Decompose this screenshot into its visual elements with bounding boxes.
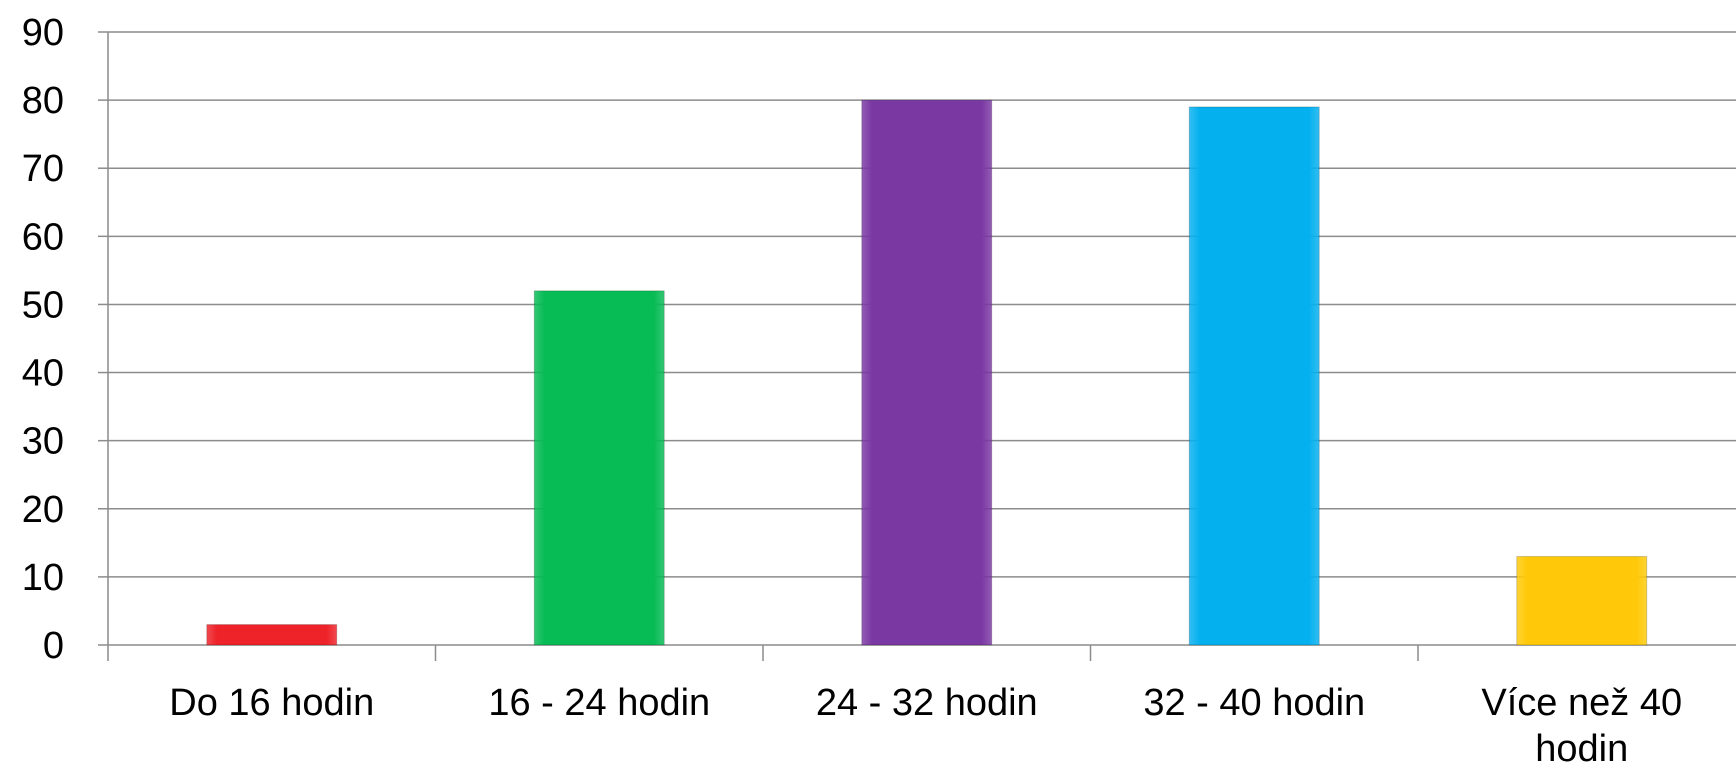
y-tick-labels: 0 10 20 30 40 50 60 70 80 90 bbox=[22, 12, 64, 667]
bar bbox=[861, 99, 993, 646]
y-tick-label: 50 bbox=[22, 284, 64, 326]
x-tick-labels: Do 16 hodin 16 - 24 hodin 24 - 32 hodin 32 … bbox=[169, 682, 1682, 770]
bar bbox=[1516, 555, 1648, 646]
y-tick-label: 40 bbox=[22, 353, 64, 395]
y-tick-label: 70 bbox=[22, 148, 64, 190]
y-tick-label: 10 bbox=[22, 557, 64, 599]
bars bbox=[206, 99, 1648, 646]
y-tick-label: 30 bbox=[22, 421, 64, 463]
x-tick-label: 32 - 40 hodin bbox=[1143, 682, 1365, 724]
y-tick-label: 90 bbox=[22, 12, 64, 54]
x-tick-label: 16 - 24 hodin bbox=[488, 682, 710, 724]
bar bbox=[206, 624, 338, 646]
y-tick-label: 60 bbox=[22, 216, 64, 258]
x-tick-label: Více než 40 hodin bbox=[1481, 682, 1682, 770]
y-tick-label: 80 bbox=[22, 80, 64, 122]
y-tick-label: 0 bbox=[43, 625, 64, 667]
bar bbox=[533, 290, 665, 646]
y-tick-label: 20 bbox=[22, 489, 64, 531]
x-tick-label: 24 - 32 hodin bbox=[816, 682, 1038, 724]
bar bbox=[1188, 106, 1320, 646]
x-tick-label: Do 16 hodin bbox=[169, 682, 374, 724]
